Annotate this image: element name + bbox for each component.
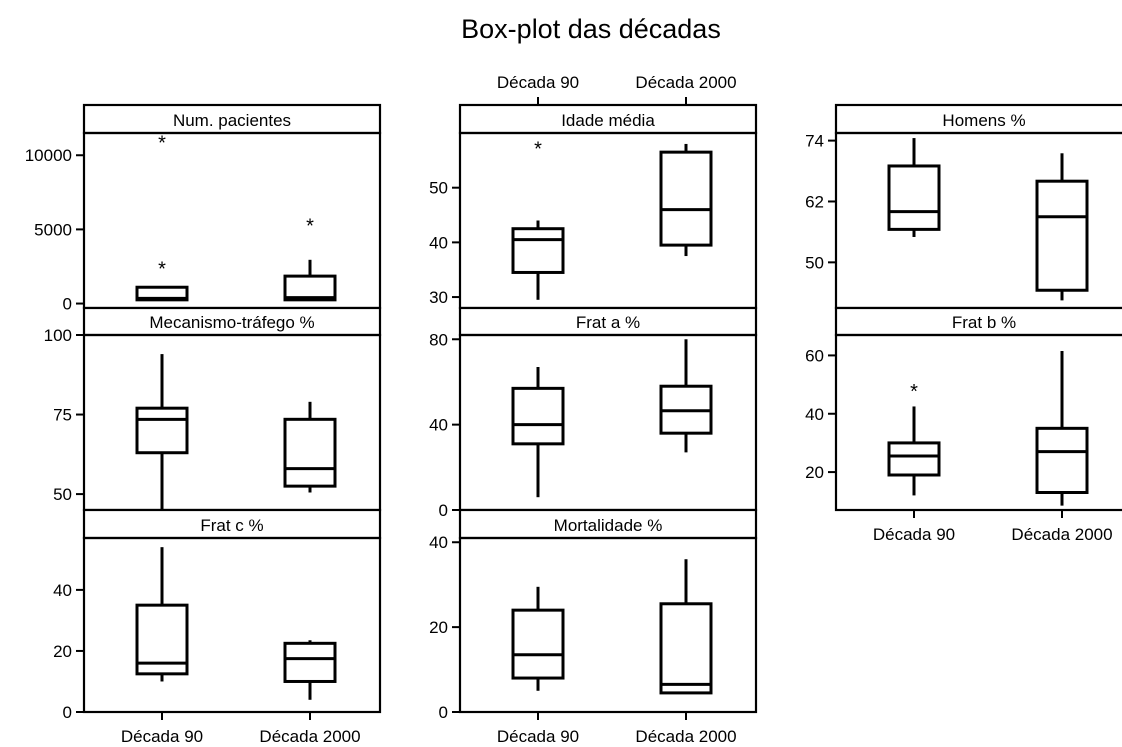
- iqr-box: [887, 164, 941, 231]
- panel-5: Frat a % 0 40 80: [429, 306, 758, 520]
- box-decada-2000: [659, 559, 713, 695]
- iqr-box: [511, 608, 565, 680]
- panel-title: Num. pacientes: [173, 111, 291, 130]
- y-tick-label: 0: [63, 703, 72, 722]
- panel-frame: [82, 536, 382, 714]
- y-tick-label: 20: [53, 642, 72, 661]
- box-decada-90: [135, 547, 189, 682]
- iqr-box: [1035, 426, 1089, 495]
- x-tick-label: Década 90: [121, 727, 203, 746]
- panel-2: Idade média 30 40 50 * Década 90 Década 2000: [429, 73, 758, 310]
- y-tick-label: 40: [429, 233, 448, 252]
- x-tick-label: Década 2000: [259, 727, 360, 746]
- panel-title: Frat c %: [200, 516, 263, 535]
- y-tick-label: 50: [53, 485, 72, 504]
- iqr-box: [511, 386, 565, 446]
- box-decada-90: **: [135, 132, 189, 302]
- y-tick-label: 80: [429, 330, 448, 349]
- x-tick-label: Década 2000: [1011, 525, 1112, 544]
- y-tick-label: 20: [429, 618, 448, 637]
- x-tick-label: Década 2000: [635, 73, 736, 92]
- iqr-box: [1035, 179, 1089, 292]
- iqr-box: [887, 441, 941, 477]
- panel-strip: [82, 103, 382, 135]
- y-tick-label: 40: [429, 416, 448, 435]
- outlier-point: *: [534, 139, 542, 161]
- outlier-point: *: [158, 132, 166, 154]
- box-decada-2000: [283, 640, 337, 700]
- panel-3: Homens % 50 62 74: [805, 103, 1122, 310]
- panel-title: Idade média: [561, 111, 655, 130]
- y-tick-label: 30: [429, 288, 448, 307]
- panel-title: Frat a %: [576, 313, 640, 332]
- box-decada-2000: *: [283, 215, 337, 302]
- panel-frame: [834, 333, 1122, 512]
- y-tick-label: 20: [805, 463, 824, 482]
- y-tick-label: 40: [53, 581, 72, 600]
- iqr-box: [283, 641, 337, 683]
- y-tick-label: 0: [63, 295, 72, 314]
- y-tick-label: 10000: [25, 146, 72, 165]
- iqr-box: [511, 227, 565, 274]
- panel-title: Mortalidade %: [554, 516, 663, 535]
- panel-title: Frat b %: [952, 313, 1016, 332]
- panel-8: Mortalidade % 0 20 40 Década 90 Década 2000: [429, 508, 758, 746]
- panel-strip: [458, 508, 758, 540]
- panel-frame: [458, 536, 758, 714]
- chart-title: Box-plot das décadas: [461, 14, 721, 44]
- x-tick-label: Década 90: [873, 525, 955, 544]
- panel-7: Frat c % 0 20 40 Década 90 Década 2000: [53, 508, 382, 746]
- panel-4: Mecanismo-tráfego % 50 75 100: [44, 306, 382, 512]
- iqr-box: [659, 150, 713, 247]
- y-tick-label: 100: [44, 326, 72, 345]
- panel-title: Mecanismo-tráfego %: [149, 313, 314, 332]
- box-decada-90: [887, 138, 941, 237]
- box-decada-2000: [659, 143, 713, 257]
- outlier-point: *: [158, 258, 166, 280]
- box-decada-90: [135, 354, 189, 510]
- y-tick-label: 50: [805, 253, 824, 272]
- y-tick-label: 75: [53, 406, 72, 425]
- box-decada-90: *: [887, 381, 941, 496]
- iqr-box: [283, 274, 337, 302]
- iqr-box: [135, 406, 189, 455]
- y-tick-label: 40: [805, 405, 824, 424]
- y-tick-label: 5000: [34, 220, 72, 239]
- x-tick-label: Década 90: [497, 73, 579, 92]
- panel-6: Frat b % 20 40 60 * Década 90 Década 2000: [805, 306, 1122, 544]
- box-decada-2000: [1035, 153, 1089, 301]
- y-tick-label: 50: [429, 179, 448, 198]
- y-tick-label: 60: [805, 346, 824, 365]
- iqr-box: [283, 417, 337, 488]
- x-tick-label: Década 90: [497, 727, 579, 746]
- outlier-point: *: [306, 215, 314, 237]
- y-tick-label: 74: [805, 132, 824, 151]
- y-tick-label: 0: [439, 703, 448, 722]
- box-decada-90: [511, 367, 565, 498]
- box-decada-90: *: [511, 139, 565, 300]
- y-tick-label: 0: [439, 501, 448, 520]
- y-tick-label: 40: [429, 533, 448, 552]
- box-decada-2000: [1035, 351, 1089, 506]
- iqr-box: [659, 602, 713, 695]
- x-tick-label: Década 2000: [635, 727, 736, 746]
- box-decada-2000: [283, 401, 337, 493]
- y-tick-label: 62: [805, 192, 824, 211]
- panel-strip: [82, 508, 382, 540]
- panel-title: Homens %: [942, 111, 1025, 130]
- box-decada-90: [511, 586, 565, 691]
- outlier-point: *: [910, 381, 918, 403]
- box-decada-2000: [659, 339, 713, 453]
